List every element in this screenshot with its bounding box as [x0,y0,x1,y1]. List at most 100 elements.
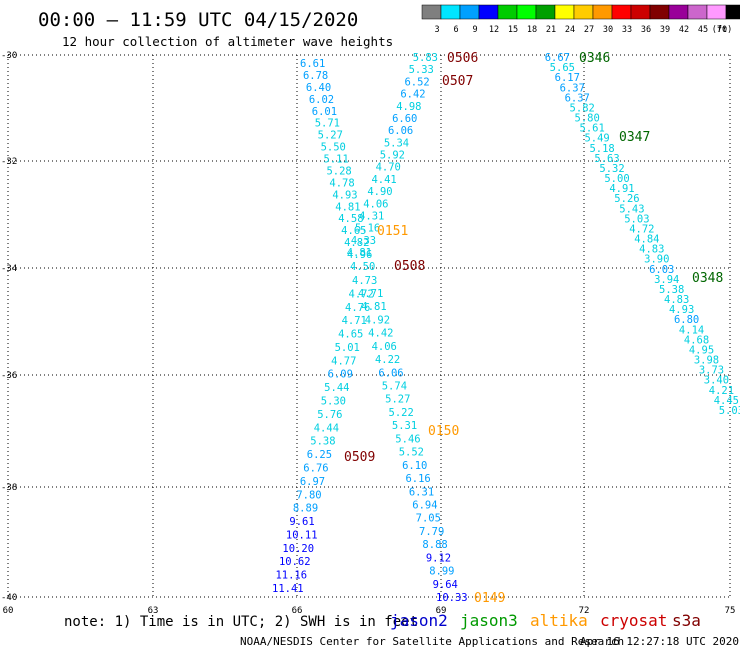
colorbar-tick-label: 21 [546,25,556,35]
colorbar-tick-label: 6 [453,25,458,35]
swh-value-track-a: 4.73 [352,275,377,287]
pass-label-0346: 0346 [579,51,610,66]
swh-value-track-c: 4.45 [714,395,739,407]
colorbar-tick-label: 36 [641,25,651,35]
longitude-tick-label: 72 [579,606,590,616]
latitude-tick-label: -34 [1,264,17,274]
swh-value-track-c: 4.72 [629,223,654,235]
colorbar-swatch [516,4,537,20]
axis-labels: -30 -32 -34 -36 -38 -40 60 63 66 69 72 75 [1,51,735,616]
colorbar-tick-label: 33 [622,25,632,35]
swh-value-track-a: 6.61 [300,58,325,70]
colorbar-swatch [630,4,651,20]
colorbar-swatch [440,4,461,20]
swh-value-track-a: 6.09 [328,369,353,381]
map-title: 00:00 – 11:59 UTC 04/15/2020 [38,9,358,31]
swh-value-track-b: 4.90 [367,186,392,198]
longitude-tick-label: 66 [292,606,303,616]
swh-value-track-b: 4.33 [351,235,376,247]
swh-value-track-a: 10.62 [279,556,311,568]
swh-value-track-c: 4.83 [664,294,689,306]
swh-value-track-a: 6.97 [300,476,325,488]
swh-value-track-a: 10.11 [286,529,318,541]
swh-value-track-b: 5.83 [413,52,438,64]
colorbar-legend: 3 6 9 12 15 18 21 24 27 30 33 36 39 42 45 70(ft) [421,4,740,35]
swh-value-track-b: 4.81 [347,247,372,259]
swh-value-track-c: 5.26 [614,193,639,205]
swh-value-track-a2: 5.31 [392,420,417,432]
swh-value-track-a2: 6.31 [409,486,434,498]
swh-value-track-b: 5.16 [355,223,380,235]
swh-value-track-b: 6.52 [404,76,429,88]
swh-value-track-a: 9.61 [289,516,314,528]
longitude-tick-label: 60 [3,606,14,616]
swh-value-track-a2: 5.22 [389,407,414,419]
swh-value-track-c: 5.82 [570,102,595,114]
swh-value-track-a: 7.80 [296,489,321,501]
swh-value-track-a: 11.41 [272,583,304,595]
swh-value-track-b: 5.34 [384,137,409,149]
swh-value-track-b: 4.70 [376,162,401,174]
swh-value-track-a2: 8.88 [422,539,447,551]
swh-value-track-b: 4.98 [396,101,421,113]
swh-value-track-a: 4.76 [345,302,370,314]
pass-label-0348: 0348 [692,271,723,286]
colorbar-tick-label: 24 [565,25,575,35]
swh-value-track-a: 10.20 [282,543,314,555]
pass-label-0150: 0150 [428,424,459,439]
swh-value-track-b: 6.60 [392,113,417,125]
colorbar-tick-label: 45 [698,25,708,35]
swh-value-track-a2: 4.71 [358,288,383,300]
legend-altika: altika [530,611,588,630]
footer-timestamp: Apr 16 12:27:18 UTC 2020 [580,635,739,648]
longitude-tick-label: 69 [436,606,447,616]
swh-value-track-a: 4.77 [331,355,356,367]
colorbar-swatch [459,4,480,20]
swh-value-track-c: 4.21 [709,385,734,397]
swh-value-track-a: 5.76 [317,409,342,421]
swh-value-track-c: 5.65 [550,62,575,74]
swh-value-track-a: 6.76 [303,462,328,474]
swh-value-track-a: 5.44 [324,382,349,394]
swh-value-track-c: 5.43 [619,203,644,215]
colorbar-tick-label: 9 [472,25,477,35]
latitude-tick-label: -32 [1,157,17,167]
swh-value-track-c: 5.49 [584,133,609,145]
swh-value-track-a: 11.16 [275,570,307,582]
wave-height-tracks: 6.616.786.406.026.015.715.275.505.115.28… [272,52,740,604]
swh-value-track-c: 5.63 [594,153,619,165]
swh-value-track-c: 5.18 [589,143,614,155]
swh-value-track-c: 4.95 [689,344,714,356]
legend-cryosat: cryosat [600,611,667,630]
swh-value-track-a2: 10.33 [436,592,468,604]
swh-value-track-a2: 4.92 [365,314,390,326]
swh-value-track-a: 5.71 [315,118,340,130]
swh-value-track-a2: 5.52 [399,447,424,459]
swh-value-track-c: 6.37 [565,92,590,104]
swh-value-track-a: 4.72 [349,288,374,300]
swh-value-track-c: 4.84 [634,234,659,246]
swh-value-track-a: 4.82 [344,237,369,249]
swh-value-track-a2: 4.06 [372,341,397,353]
pass-label-0149: 0149 [474,591,505,606]
colorbar-swatch [573,4,594,20]
swh-value-track-c: 3.40 [704,375,729,387]
swh-value-track-c: 5.00 [604,173,629,185]
swh-value-track-a2: 5.46 [395,433,420,445]
swh-value-track-c: 6.37 [560,82,585,94]
colorbar-swatch [611,4,632,20]
swh-value-track-c: 6.03 [649,264,674,276]
swh-value-track-a2: 7.79 [419,526,444,538]
colorbar-swatch [497,4,518,20]
swh-value-track-c: 6.67 [545,52,570,64]
swh-value-track-a: 5.11 [324,154,349,166]
swh-value-track-b: 4.31 [359,210,384,222]
pass-label-0151: 0151 [377,224,408,239]
swh-value-track-a: 4.78 [329,177,354,189]
colorbar-tick-label: 39 [660,25,670,35]
swh-value-track-a2: 9.12 [426,552,451,564]
colorbar-tick-label: 18 [527,25,537,35]
pass-label-0509: 0509 [344,450,375,465]
colorbar-tick-label: 27 [584,25,594,35]
swh-value-track-c: 5.38 [659,284,684,296]
